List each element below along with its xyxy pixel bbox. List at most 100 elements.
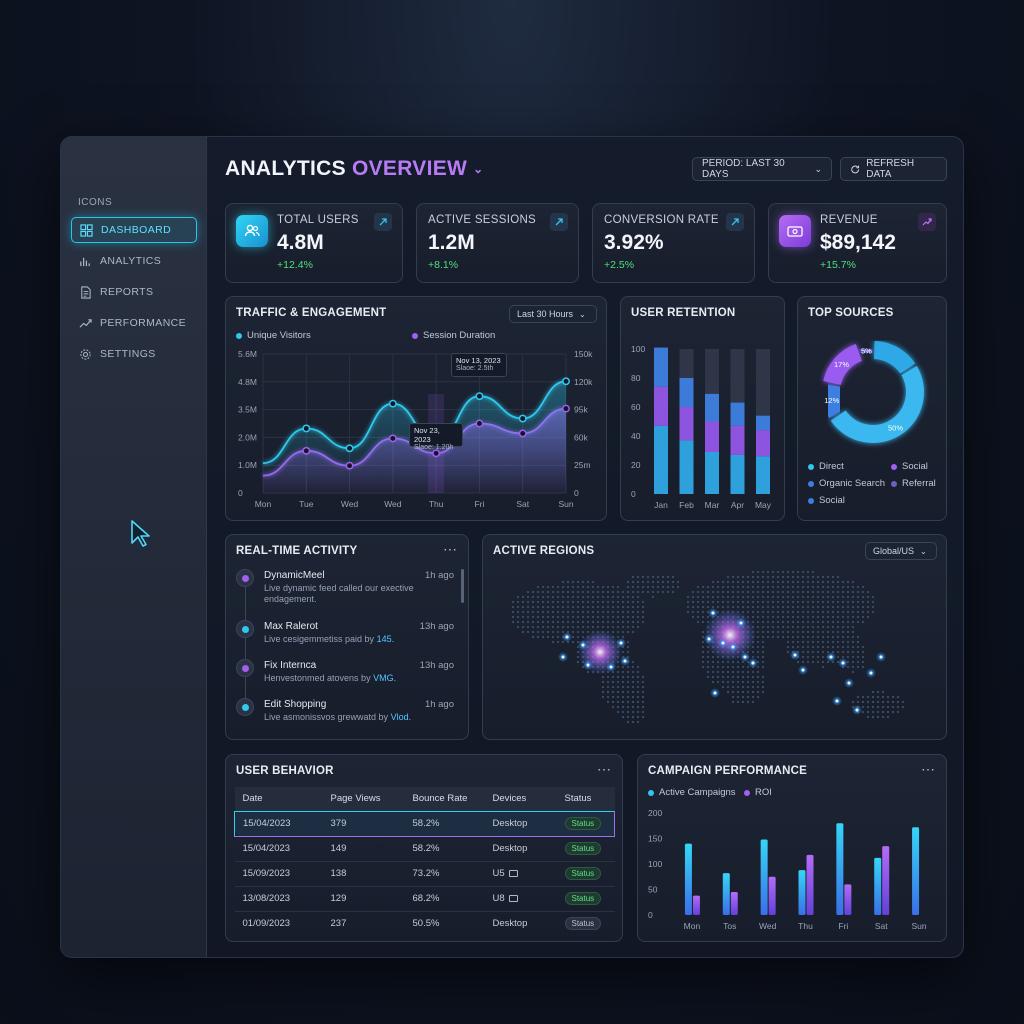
map-dot — [741, 580, 745, 584]
table-row[interactable]: 15/04/2023 379 58.2% Desktop Status — [234, 810, 615, 837]
map-dot — [636, 720, 640, 724]
world-map[interactable] — [483, 535, 947, 740]
map-dot — [616, 710, 620, 714]
map-dot — [571, 625, 575, 629]
map-dot — [746, 670, 750, 674]
map-dot — [756, 645, 760, 649]
column-header[interactable]: Date — [234, 787, 323, 811]
kpi-card-active-sessions[interactable]: ACTIVE SESSIONS 1.2M +8.1% — [416, 203, 579, 283]
map-dot — [511, 610, 515, 614]
map-dot — [586, 585, 590, 589]
map-dot — [746, 695, 750, 699]
map-dot — [606, 605, 610, 609]
map-dot — [616, 700, 620, 704]
map-dot — [516, 620, 520, 624]
map-dot — [596, 620, 600, 624]
map-dot — [651, 580, 655, 584]
map-dot — [591, 620, 595, 624]
map-dot — [526, 605, 530, 609]
activity-item[interactable]: Fix Internca 13h ago Henvestonmed atoven… — [236, 659, 454, 699]
sidebar-item-dashboard[interactable]: DASHBOARD — [71, 217, 197, 243]
x-tick-label: Jan — [654, 500, 668, 510]
campaign-chart: 200 150 100 50 0 Mon Tos Wed Thu Fri Sat Sun — [648, 808, 927, 931]
map-dot — [726, 665, 730, 669]
map-dot — [636, 600, 640, 604]
map-dot — [651, 595, 655, 599]
map-dot — [586, 630, 590, 634]
map-dot — [606, 675, 610, 679]
map-dot — [816, 650, 820, 654]
map-dot — [756, 625, 760, 629]
sidebar-item-performance[interactable]: PERFORMANCE — [71, 310, 197, 336]
column-header[interactable]: Devices — [484, 787, 557, 811]
kpi-card-conversion-rate[interactable]: CONVERSION RATE 3.92% +2.5% — [592, 203, 755, 283]
map-dot — [631, 720, 635, 724]
map-dot — [726, 675, 730, 679]
kpi-card-revenue[interactable]: REVENUE $89,142 +15.7% — [768, 203, 947, 283]
map-dot — [626, 695, 630, 699]
map-dot — [806, 660, 810, 664]
activity-item[interactable]: Edit Shopping 1h ago Live asmonissvos gr… — [236, 698, 454, 738]
column-header[interactable]: Status — [556, 787, 615, 811]
table-row[interactable]: 01/09/2023 237 50.5% Desktop Status — [235, 911, 615, 936]
region-dropdown[interactable]: Global/US ⌄ — [865, 542, 937, 560]
more-options-icon[interactable]: ⋯ — [443, 541, 458, 557]
map-dot — [726, 580, 730, 584]
map-dot — [791, 590, 795, 594]
map-dot — [716, 660, 720, 664]
period-dropdown[interactable]: PERIOD: LAST 30 DAYS ⌄ — [692, 157, 832, 181]
map-dot — [536, 610, 540, 614]
table-row[interactable]: 15/04/2023 149 58.2% Desktop Status — [234, 836, 615, 862]
map-dot — [526, 595, 530, 599]
more-options-icon[interactable]: ⋯ — [597, 761, 612, 777]
map-dot — [616, 600, 620, 604]
map-dot — [611, 600, 615, 604]
column-header[interactable]: Bounce Rate — [404, 787, 485, 811]
map-dot — [806, 575, 810, 579]
table-row[interactable]: 13/08/2023 129 68.2% U8 Status — [234, 886, 615, 912]
map-dot — [536, 590, 540, 594]
x-tick-label: Apr — [731, 500, 744, 510]
map-dot — [841, 620, 845, 624]
map-dot — [641, 620, 645, 624]
map-dot — [741, 595, 745, 599]
activity-item[interactable]: DynamicMeel 1h ago Live dynamic feed cal… — [236, 569, 454, 609]
map-dot — [561, 640, 565, 644]
chevron-down-icon[interactable]: ⌄ — [473, 162, 484, 176]
sidebar-item-settings[interactable]: SETTINGS — [71, 341, 197, 367]
map-dot — [816, 660, 820, 664]
activity-name: Edit Shopping — [264, 699, 327, 710]
map-dot — [521, 610, 525, 614]
legend-swatch — [891, 463, 897, 470]
table-row[interactable]: 15/09/2023 138 73.2% U5 Status — [234, 861, 615, 887]
map-dot — [806, 650, 810, 654]
activity-item[interactable]: Max Ralerot 13h ago Live cesigemmetiss p… — [236, 620, 454, 660]
map-dot — [546, 630, 550, 634]
map-dot — [631, 595, 635, 599]
map-dot — [736, 670, 740, 674]
map-dot — [541, 585, 545, 589]
range-dropdown[interactable]: Last 30 Hours ⌄ — [509, 305, 597, 323]
map-dot — [736, 695, 740, 699]
refresh-button[interactable]: REFRESH DATA — [840, 157, 947, 181]
data-point — [562, 377, 570, 386]
map-dot — [686, 595, 690, 599]
map-dot — [806, 640, 810, 644]
map-dot — [741, 690, 745, 694]
sidebar-item-reports[interactable]: REPORTS — [71, 279, 197, 305]
y-tick-label: 200 — [648, 808, 662, 818]
map-dot — [786, 595, 790, 599]
scrollbar-thumb[interactable] — [461, 569, 464, 603]
map-dot — [741, 685, 745, 689]
column-header[interactable]: Page Views — [322, 787, 405, 811]
map-dot — [566, 620, 570, 624]
map-dot — [541, 590, 545, 594]
map-dot — [701, 605, 705, 609]
more-options-icon[interactable]: ⋯ — [921, 761, 936, 777]
kpi-value: 4.8M — [277, 231, 324, 254]
range-label: Last 30 Hours — [517, 309, 574, 319]
sidebar-item-analytics[interactable]: ANALYTICS — [71, 248, 197, 274]
map-dot — [771, 575, 775, 579]
activity-time: 1h ago — [424, 570, 454, 581]
kpi-card-total-users[interactable]: TOTAL USERS 4.8M +12.4% — [225, 203, 403, 283]
